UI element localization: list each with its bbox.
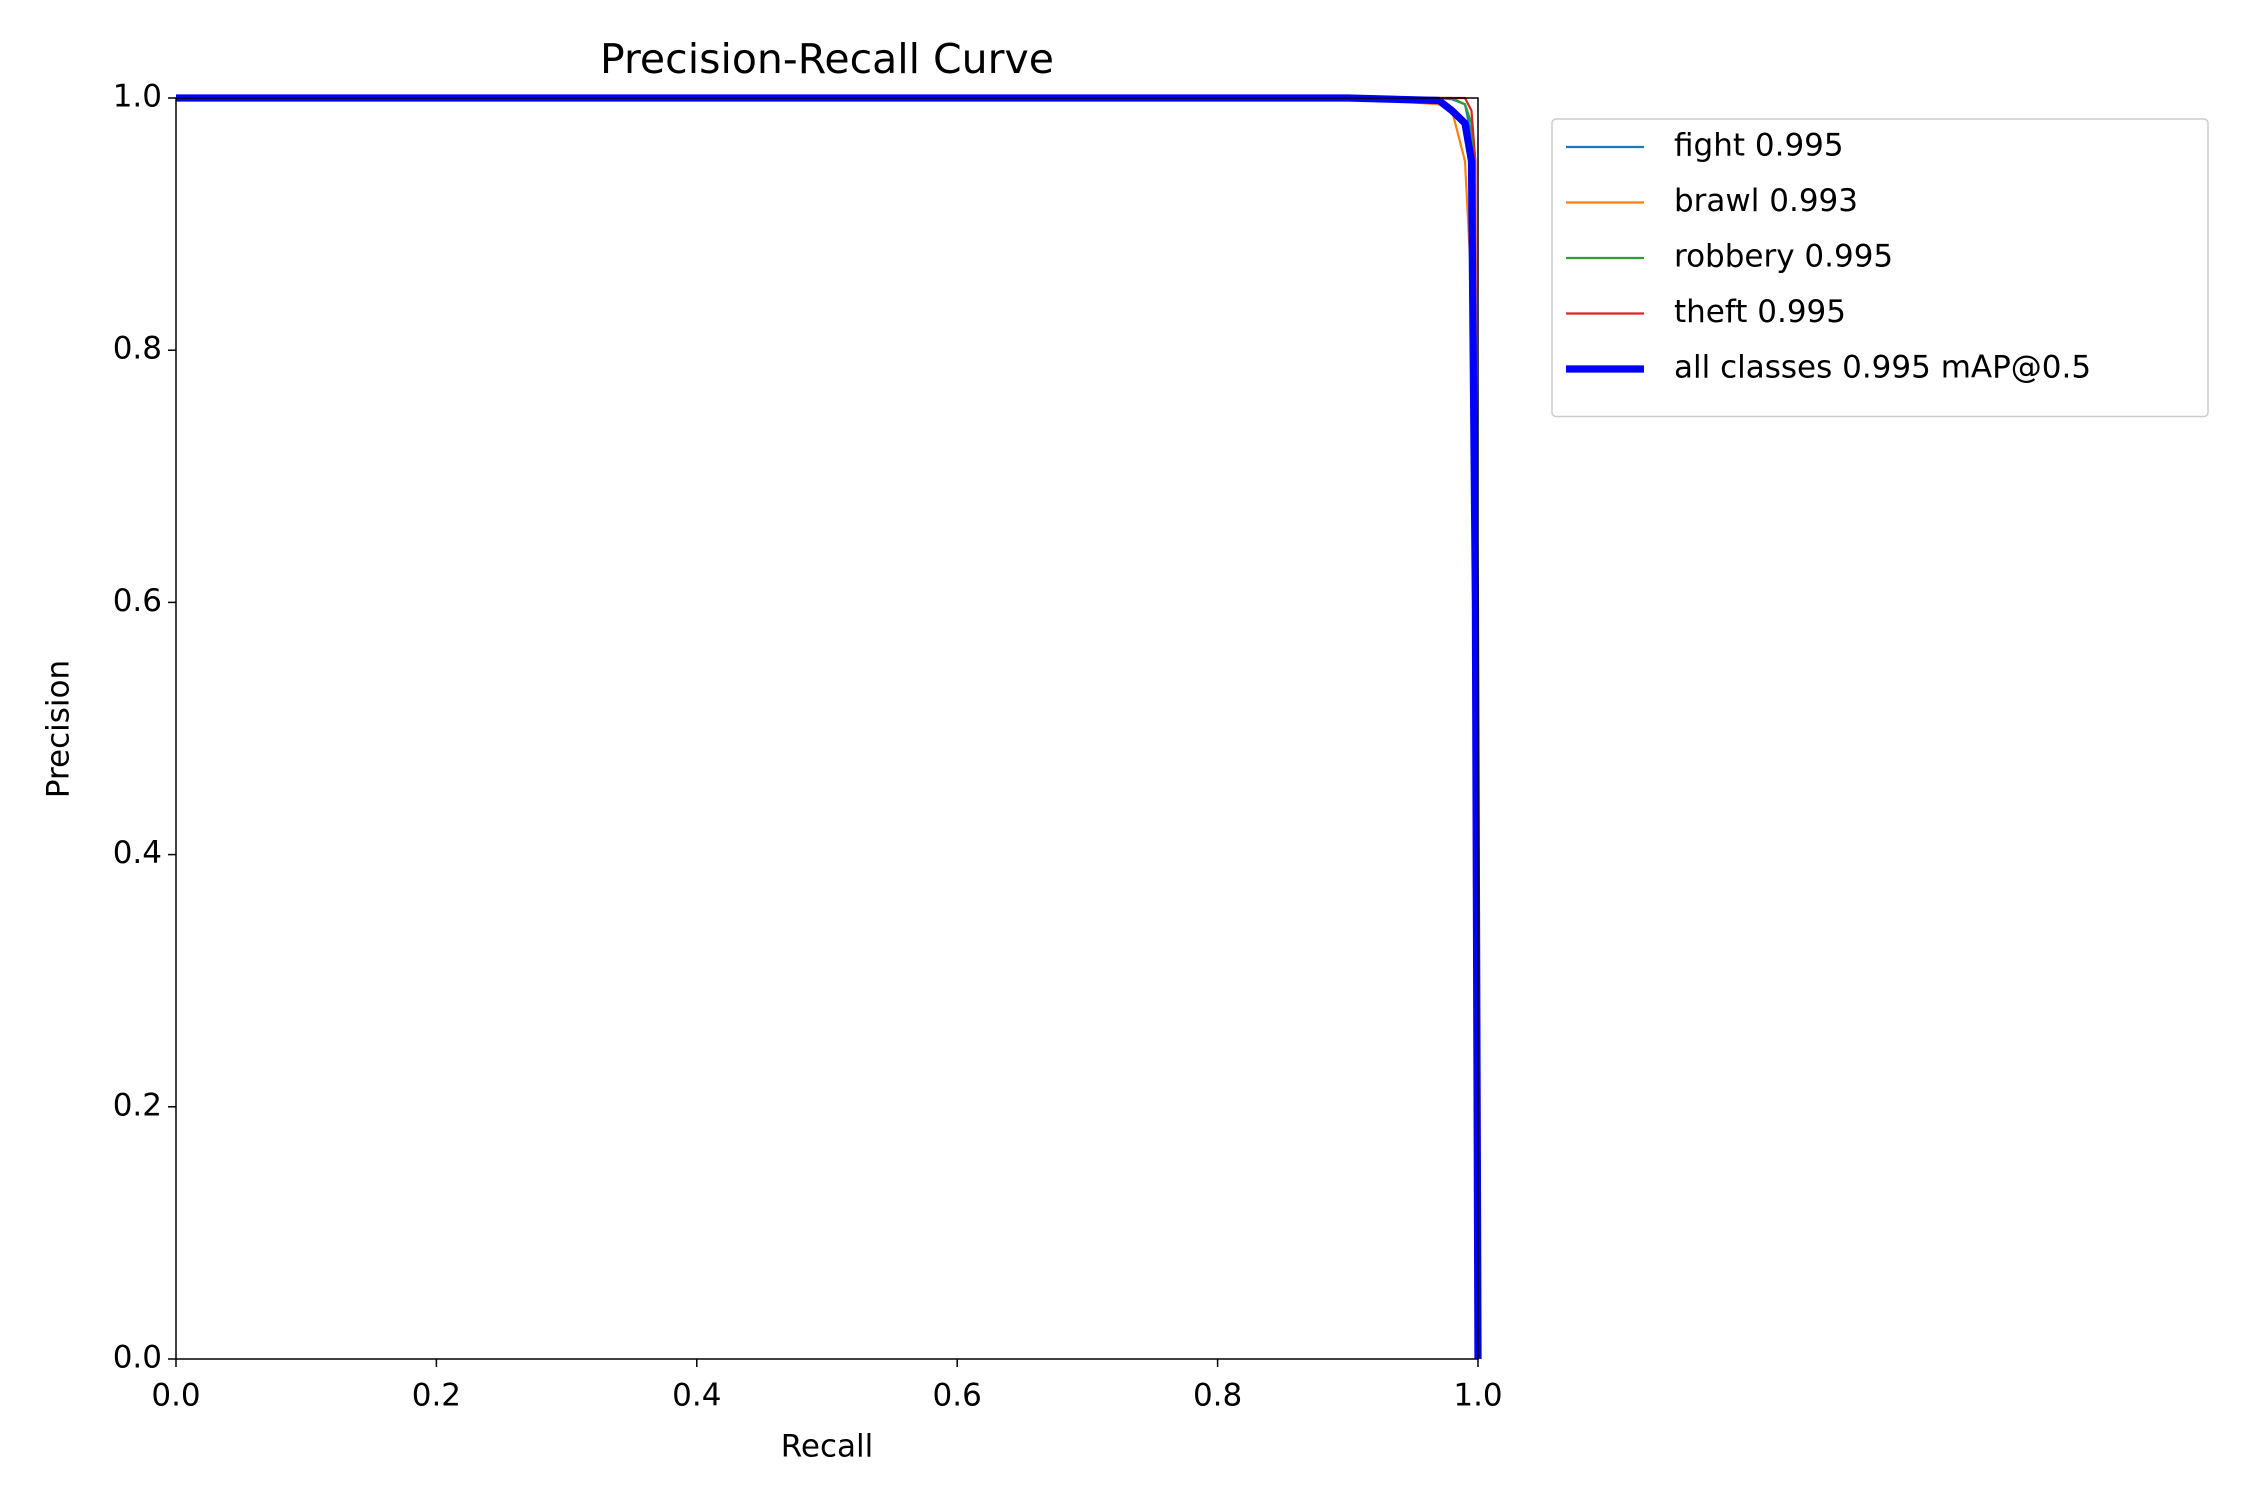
x-tick-label: 0.0 <box>151 1378 200 1414</box>
series-line <box>176 96 1480 1360</box>
legend-label: fight 0.995 <box>1674 128 1844 164</box>
y-tick-label: 1.0 <box>113 79 162 115</box>
y-tick-label: 0.2 <box>113 1087 162 1123</box>
y-tick-label: 0.6 <box>113 583 162 619</box>
series-line <box>176 96 1480 1360</box>
x-tick-label: 0.8 <box>1193 1378 1242 1414</box>
x-tick-label: 0.2 <box>412 1378 461 1414</box>
y-tick-label: 0.4 <box>113 835 162 871</box>
y-tick-label: 0.8 <box>113 331 162 367</box>
legend-box <box>1551 118 2209 418</box>
legend-label: theft 0.995 <box>1674 294 1846 330</box>
chart-title: Precision-Recall Curve <box>600 35 1054 83</box>
legend-label: brawl 0.993 <box>1674 183 1858 219</box>
legend-label: all classes 0.995 mAP@0.5 <box>1674 350 2091 386</box>
y-axis-label: Precision <box>41 660 77 798</box>
y-tick-label: 0.0 <box>113 1340 162 1376</box>
x-tick-label: 0.6 <box>933 1378 982 1414</box>
series-line <box>176 96 1480 1360</box>
x-tick-label: 1.0 <box>1453 1378 1502 1414</box>
x-tick-label: 0.4 <box>672 1378 721 1414</box>
legend-label: robbery 0.995 <box>1674 239 1893 275</box>
plot-frame <box>175 97 1479 1360</box>
series-line <box>176 94 1482 1360</box>
series-line <box>176 96 1480 1360</box>
x-axis-label: Recall <box>781 1429 874 1465</box>
